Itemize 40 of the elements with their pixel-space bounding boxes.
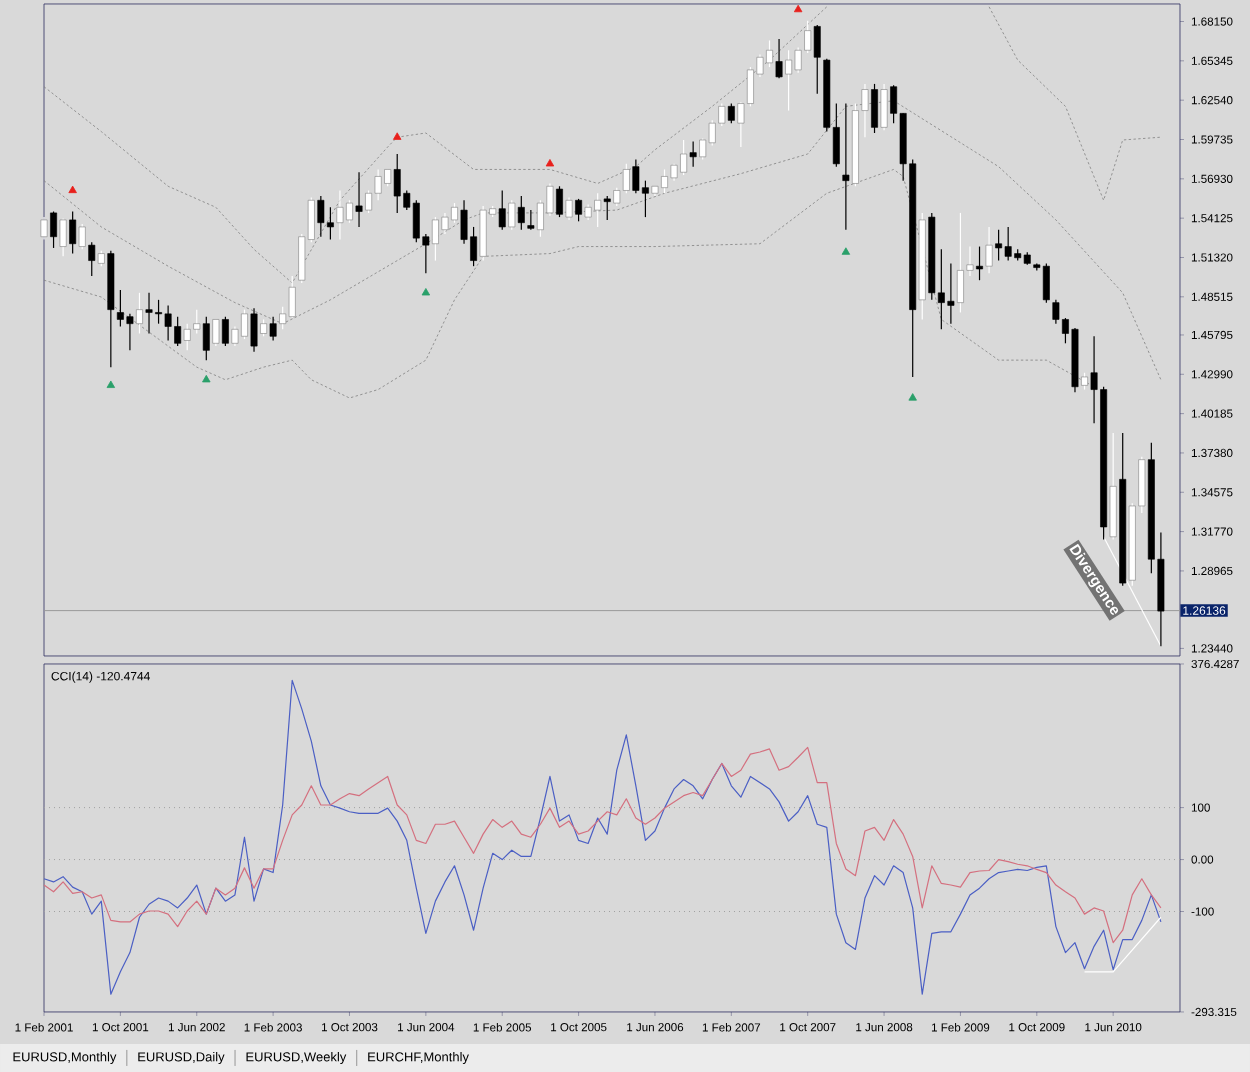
candlestick [813, 24, 821, 95]
point [106, 380, 116, 388]
candlestick [250, 307, 258, 353]
point [908, 393, 917, 401]
candlestick [556, 185, 563, 218]
line-series [43, 746, 1162, 944]
candlestick [985, 226, 993, 274]
point [545, 159, 555, 167]
candlestick [202, 316, 210, 361]
candlestick [565, 196, 573, 221]
candlestick [50, 210, 58, 249]
candlestick [498, 189, 506, 231]
point [793, 4, 803, 13]
candlestick [136, 292, 143, 335]
candlestick [689, 140, 697, 168]
candlestick [78, 223, 86, 250]
candlestick [40, 216, 48, 241]
candlestick [508, 199, 516, 231]
point [68, 185, 77, 194]
candlestick [871, 83, 878, 134]
candlestick [775, 38, 783, 79]
candlestick [603, 195, 611, 221]
candlestick [88, 241, 96, 277]
candlestick [269, 316, 277, 342]
point [393, 132, 402, 140]
candlestick [575, 198, 583, 222]
candlestick [355, 171, 363, 228]
point [841, 247, 851, 255]
candlestick [59, 217, 67, 257]
candlestick [842, 102, 850, 231]
candlestick [880, 83, 888, 131]
candlestick [517, 195, 525, 231]
candlestick [69, 210, 77, 255]
candlestick [527, 209, 535, 231]
point [202, 374, 211, 383]
candlestick [727, 102, 735, 124]
candlestick [976, 245, 983, 281]
candlestick [221, 316, 229, 347]
point [421, 288, 431, 296]
candlestick [212, 318, 220, 347]
